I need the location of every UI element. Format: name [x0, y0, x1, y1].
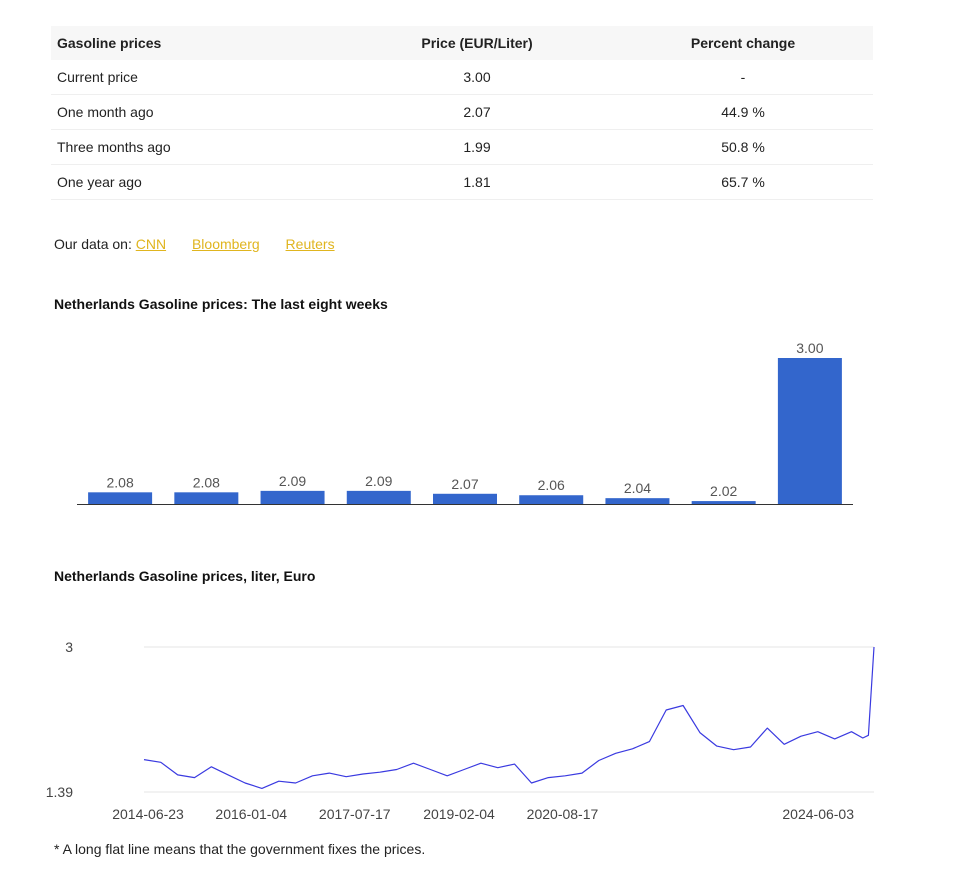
bar: [346, 490, 411, 504]
bar-value-label: 2.02: [710, 483, 737, 499]
bar: [174, 492, 239, 504]
y-tick-label: 1.39: [46, 784, 73, 800]
bar: [691, 501, 756, 504]
bar-value-label: 2.09: [279, 473, 306, 489]
table-header-row: Gasoline prices Price (EUR/Liter) Percen…: [51, 26, 873, 60]
bar: [433, 493, 497, 504]
x-tick-label: 2020-08-17: [527, 806, 599, 822]
reuters-link[interactable]: Reuters: [285, 236, 335, 252]
data-sources: Our data on: CNN Bloomberg Reuters: [54, 236, 357, 252]
bar-value-label: 3.00: [796, 340, 823, 356]
sources-prefix: Our data on:: [54, 236, 132, 252]
bar-chart-title: Netherlands Gasoline prices: The last ei…: [54, 296, 388, 312]
bar: [88, 492, 153, 504]
column-header: Gasoline prices: [51, 26, 341, 60]
bloomberg-link[interactable]: Bloomberg: [191, 236, 260, 252]
bar: [777, 358, 842, 504]
x-tick-label: 2024-06-03: [782, 806, 854, 822]
table-row: Three months ago 1.99 50.8 %: [51, 129, 873, 165]
bar: [260, 490, 325, 504]
table-cell: Current price: [51, 60, 341, 95]
table-cell: One year ago: [51, 164, 341, 200]
table-cell: 65.7 %: [613, 164, 873, 200]
bar: [519, 495, 584, 504]
table-cell: 44.9 %: [613, 94, 873, 130]
table-cell: -: [613, 60, 873, 95]
bar-value-label: 2.09: [365, 473, 392, 489]
bar-value-label: 2.08: [193, 474, 220, 490]
table-cell: 1.99: [341, 129, 613, 165]
cnn-link[interactable]: CNN: [135, 236, 167, 252]
line-chart-title: Netherlands Gasoline prices, liter, Euro: [54, 568, 316, 584]
bar-value-label: 2.06: [538, 477, 565, 493]
table-cell: 1.81: [341, 164, 613, 200]
table-row: Current price 3.00 -: [51, 60, 873, 95]
table-cell: One month ago: [51, 94, 341, 130]
price-table: Gasoline prices Price (EUR/Liter) Percen…: [51, 26, 873, 200]
bar-value-label: 2.08: [106, 474, 133, 490]
x-tick-label: 2019-02-04: [423, 806, 495, 822]
column-header: Price (EUR/Liter): [341, 26, 613, 60]
table-cell: Three months ago: [51, 129, 341, 165]
footnote: * A long flat line means that the govern…: [54, 841, 426, 857]
table-row: One month ago 2.07 44.9 %: [51, 94, 873, 130]
bar-value-label: 2.04: [624, 480, 651, 496]
table-cell: 3.00: [341, 60, 613, 95]
x-tick-label: 2014-06-23: [112, 806, 184, 822]
bar-value-label: 2.07: [451, 476, 478, 492]
x-tick-label: 2016-01-04: [215, 806, 287, 822]
bar: [605, 498, 670, 504]
table-row: One year ago 1.81 65.7 %: [51, 164, 873, 200]
y-tick-label: 3: [65, 639, 73, 655]
table-cell: 50.8 %: [613, 129, 873, 165]
price-series-line: [143, 646, 875, 790]
x-tick-label: 2017-07-17: [319, 806, 391, 822]
column-header: Percent change: [613, 26, 873, 60]
table-cell: 2.07: [341, 94, 613, 130]
